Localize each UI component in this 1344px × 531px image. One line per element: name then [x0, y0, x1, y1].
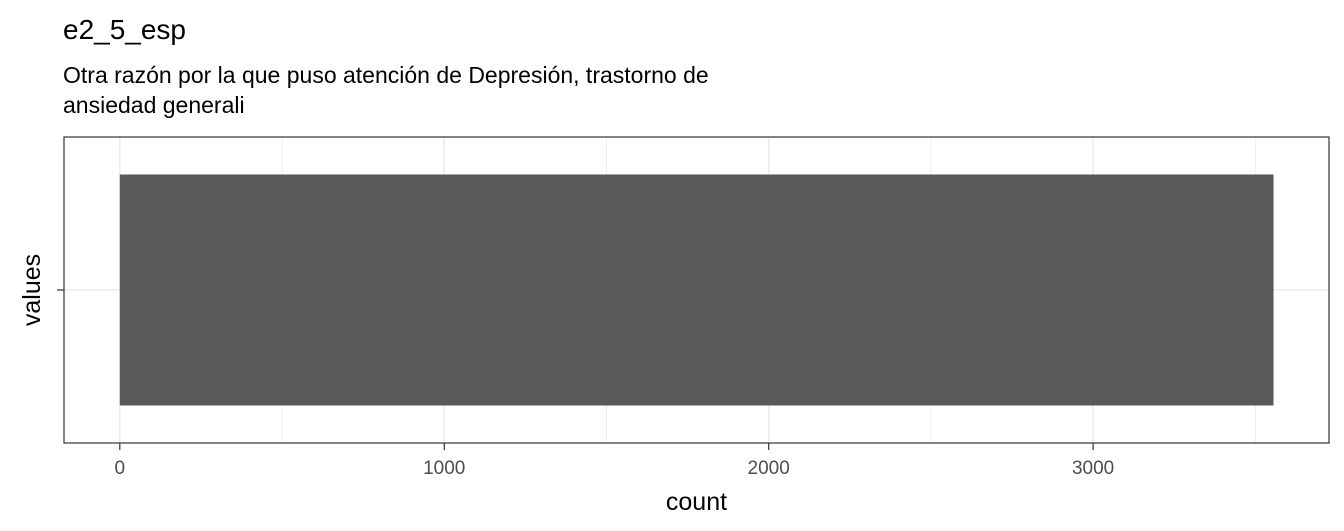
chart-subtitle-line-1: Otra razón por la que puso atención de D… — [63, 62, 709, 88]
chart-subtitle-line-2: ansiedad generali — [63, 92, 245, 118]
x-tick-label: 2000 — [748, 458, 790, 479]
bars — [119, 174, 1274, 406]
y-axis-label: values — [18, 254, 46, 326]
chart-title: e2_5_esp — [63, 14, 187, 45]
x-tick-label: 0 — [115, 458, 126, 479]
x-tick-label: 3000 — [1072, 458, 1114, 479]
x-axis-label: count — [666, 488, 727, 516]
bar — [119, 174, 1274, 406]
chart-subtitle: Otra razón por la que puso atención de D… — [63, 60, 943, 120]
axes: 0 1000 2000 3000 — [57, 289, 1114, 479]
x-tick-label: 1000 — [423, 458, 465, 479]
